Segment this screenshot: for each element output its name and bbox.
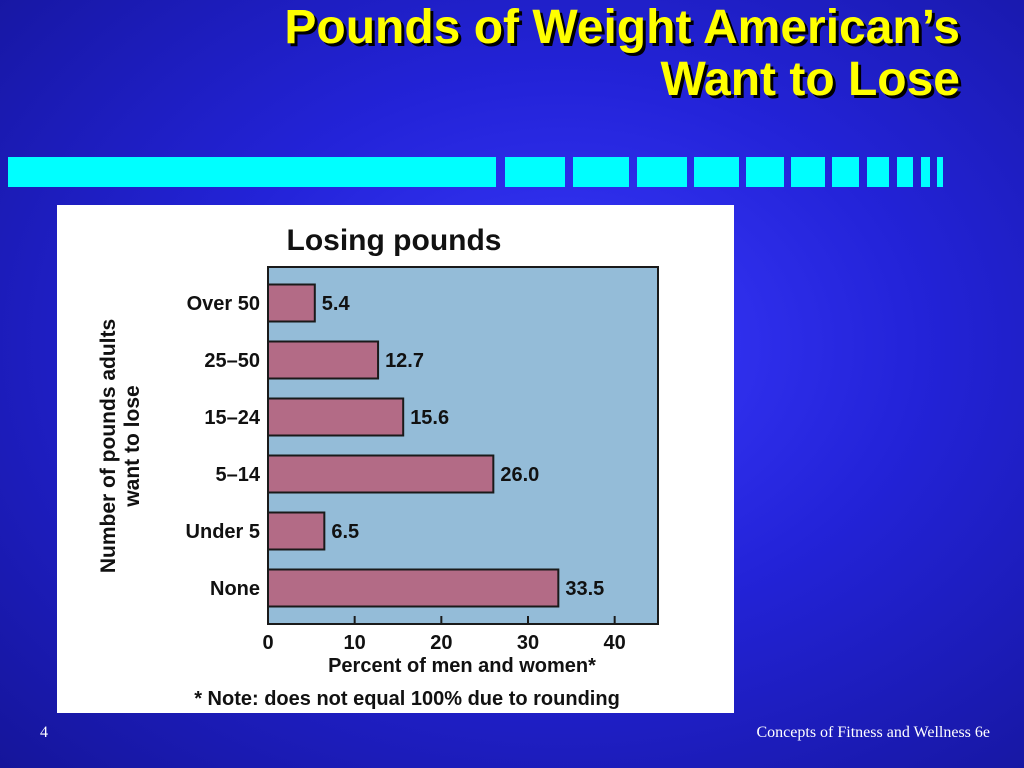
x-tick-label: 30 [517,632,539,654]
accent-bar-segment [8,157,496,187]
slide-title: Pounds of Weight American’s Want to Lose [284,2,960,106]
accent-bar-segment [746,157,784,187]
bar-value-label: 6.5 [331,521,359,543]
ticks-layer: 0 10 20 30 40 [262,616,626,654]
bar [267,283,316,323]
x-tick-label: 10 [344,632,366,654]
bar-value-label: 12.7 [385,350,424,372]
bar-value-label: 33.5 [565,578,604,600]
accent-bar-segment [694,157,739,187]
page-number: 4 [40,724,48,741]
accent-bar-segment [867,157,889,187]
chart-svg: Losing pounds 5.4 Over 50 12.7 25–50 15.6 15–… [97,224,659,710]
accent-bar-segment [937,157,943,187]
slide-title-line-2: Want to Lose [660,53,960,106]
y-axis-title-line-1: Number of pounds adults [97,319,120,573]
footer-text: Concepts of Fitness and Wellness 6e [756,724,991,741]
y-tick-label: Over 50 [187,293,260,315]
slide-title-line-1: Pounds of Weight American’s [284,1,960,54]
bar [267,511,326,551]
x-axis-title: Percent of men and women* [328,655,596,677]
accent-bar-segment [832,157,859,187]
bar [267,454,495,494]
bar-value-label: 5.4 [322,293,351,315]
bar-value-label: 15.6 [410,407,449,429]
accent-bar-segment [791,157,825,187]
accent-bar-segment [637,157,687,187]
chart-title: Losing pounds [287,224,502,257]
y-axis-title: Number of pounds adults want to lose [97,319,144,573]
y-tick-label: None [210,578,260,600]
x-tick-label: 40 [604,632,626,654]
y-tick-label: 25–50 [204,350,260,372]
y-axis-title-line-2: want to lose [121,385,144,507]
x-tick-label: 0 [262,632,273,654]
chart-card: Losing pounds 5.4 Over 50 12.7 25–50 15.6 15–… [57,205,734,713]
accent-bar-segment [573,157,629,187]
accent-bar-segment [897,157,913,187]
x-tick-label: 20 [430,632,452,654]
y-tick-label: 5–14 [216,464,261,486]
y-tick-label: Under 5 [186,521,260,543]
accent-bar-segment [505,157,565,187]
bar [267,568,560,608]
bar [267,340,380,380]
bar [267,397,405,437]
chart-note: * Note: does not equal 100% due to round… [194,688,620,710]
bars-layer: 5.4 Over 50 12.7 25–50 15.6 15–24 26.0 5–14 6.5 U… [186,283,604,608]
bar-value-label: 26.0 [500,464,539,486]
plot-area [267,266,659,625]
accent-bar-segment [921,157,930,187]
y-tick-label: 15–24 [204,407,260,429]
